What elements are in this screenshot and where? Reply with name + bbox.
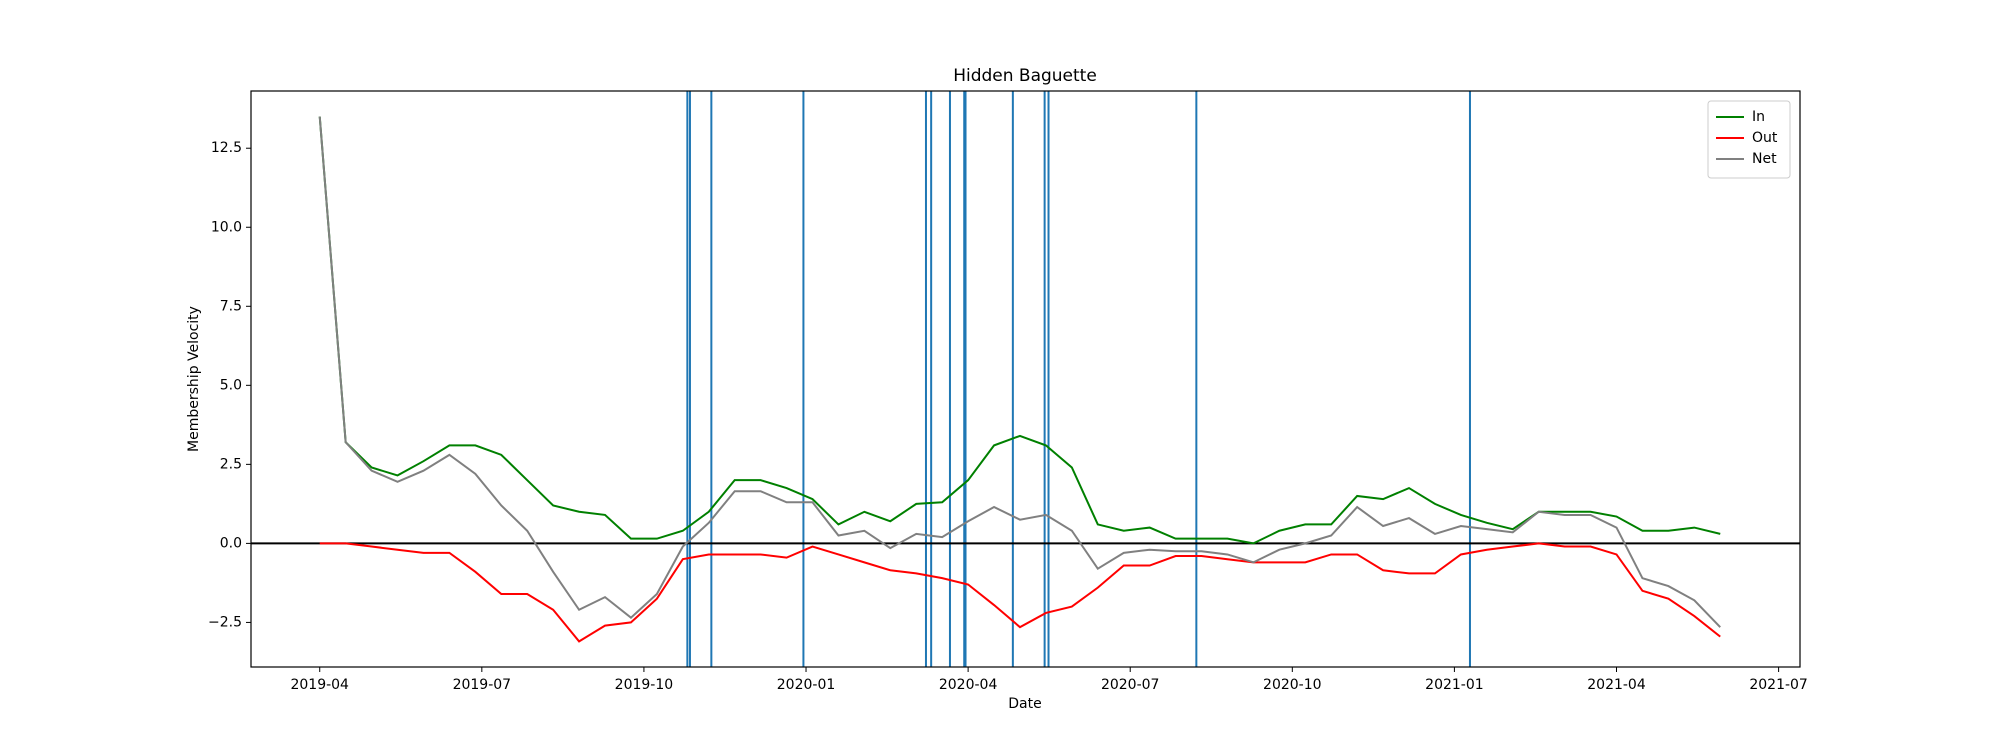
y-tick-label: 10.0 [211, 219, 242, 235]
x-axis-label: Date [1008, 696, 1041, 712]
series-line [318, 116, 1721, 545]
series-line [319, 542, 1721, 643]
legend-label: In [1752, 109, 1765, 125]
series-line [318, 116, 1721, 628]
x-tick-label: 2020-01 [777, 677, 836, 693]
x-tick-label: 2019-04 [290, 677, 349, 693]
x-tick-label: 2020-07 [1101, 677, 1160, 693]
x-tick-label: 2019-10 [615, 677, 674, 693]
y-tick-label: 5.0 [220, 377, 242, 393]
x-tick-label: 2021-04 [1587, 677, 1646, 693]
y-tick-label: 7.5 [220, 298, 242, 314]
legend-box [1707, 100, 1791, 179]
chart-title: Hidden Baguette [953, 66, 1097, 86]
x-tick-label: 2021-07 [1749, 677, 1808, 693]
y-tick-label: −2.5 [208, 614, 242, 630]
x-tick-label: 2019-07 [453, 677, 512, 693]
y-tick-label: 2.5 [220, 456, 242, 472]
y-tick-label: 12.5 [211, 140, 242, 156]
y-tick-label: 0.0 [220, 535, 242, 551]
x-tick-label: 2020-04 [939, 677, 998, 693]
x-tick-label: 2021-01 [1425, 677, 1484, 693]
axes-frame [250, 90, 1801, 668]
x-tick-label: 2020-10 [1263, 677, 1322, 693]
legend-label: Out [1752, 130, 1778, 146]
plot-area [251, 91, 1800, 667]
legend-label: Net [1752, 151, 1777, 167]
y-axis-label: Membership Velocity [186, 306, 202, 452]
